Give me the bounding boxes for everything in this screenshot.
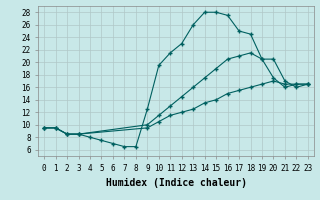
X-axis label: Humidex (Indice chaleur): Humidex (Indice chaleur): [106, 178, 246, 188]
